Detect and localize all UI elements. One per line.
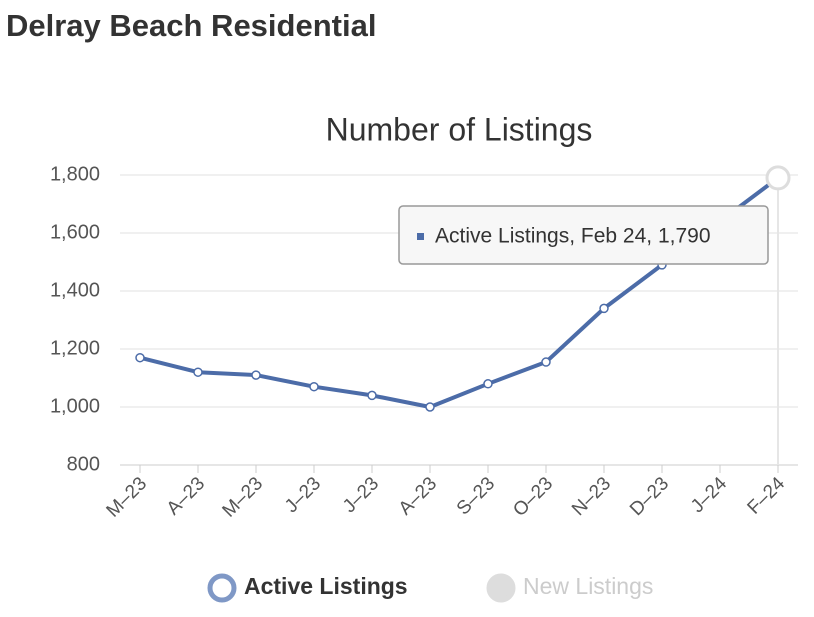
legend-label: Active Listings bbox=[244, 573, 408, 599]
x-tick-label: J–23 bbox=[281, 473, 325, 517]
point bbox=[251, 370, 261, 380]
x-tick-label: N–23 bbox=[568, 473, 615, 520]
x-tick-label: D–23 bbox=[626, 473, 673, 520]
x-tick-label: M–23 bbox=[219, 473, 267, 521]
point bbox=[135, 352, 145, 363]
point bbox=[599, 303, 609, 314]
tooltip: Active Listings, Feb 24, 1,790 bbox=[398, 205, 769, 265]
y-tick-label: 1,200 bbox=[50, 337, 100, 359]
tooltip-text: Active Listings, Feb 24, 1,790 bbox=[435, 225, 711, 248]
y-tick-label: 1,800 bbox=[50, 163, 100, 185]
y-tick-label: 1,000 bbox=[50, 395, 100, 417]
point bbox=[483, 379, 493, 389]
point bbox=[309, 381, 319, 392]
x-tick-label: A–23 bbox=[163, 473, 209, 519]
page-title: Delray Beach Residential bbox=[6, 8, 376, 43]
y-tick-label: 1,600 bbox=[50, 221, 100, 243]
point bbox=[425, 402, 435, 412]
point bbox=[367, 390, 377, 401]
x-tick-label: M–23 bbox=[103, 473, 151, 521]
point bbox=[541, 357, 551, 367]
y-tick-label: 800 bbox=[67, 453, 100, 475]
legend-item[interactable]: New Listings bbox=[486, 573, 653, 603]
legend-item[interactable]: Active Listings bbox=[207, 573, 408, 603]
tooltip-box bbox=[398, 205, 769, 265]
x-tick-label: A–23 bbox=[395, 473, 441, 519]
hover-point bbox=[765, 165, 791, 191]
chart-title: Number of Listings bbox=[326, 111, 593, 147]
legend-symbol bbox=[486, 573, 516, 603]
legend-symbol bbox=[207, 573, 237, 603]
y-tick-label: 1,400 bbox=[50, 279, 100, 301]
x-tick-label: J–24 bbox=[687, 473, 731, 517]
x-tick-label: O–23 bbox=[509, 473, 557, 521]
x-tick-label: F–24 bbox=[744, 473, 790, 519]
legend-label: New Listings bbox=[523, 573, 653, 599]
tooltip-marker bbox=[417, 233, 424, 240]
x-tick-label: S–23 bbox=[453, 473, 499, 519]
point bbox=[193, 367, 203, 377]
x-tick-label: J–23 bbox=[339, 473, 383, 517]
